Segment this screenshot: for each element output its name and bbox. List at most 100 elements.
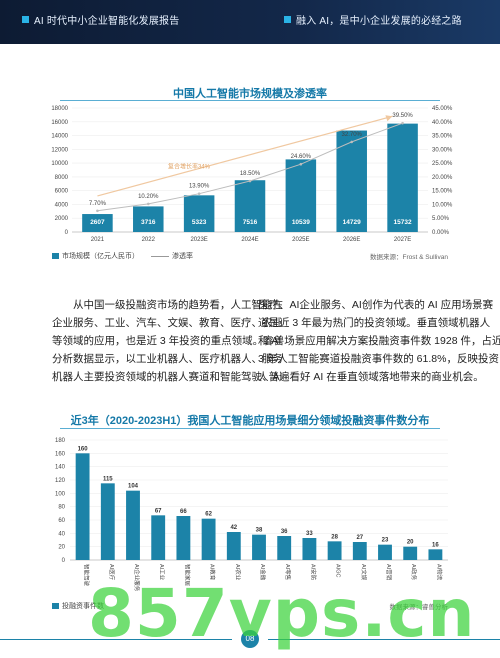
body-line: 3 年人工智能赛道投融资事件数的 61.8%，反映投资: [258, 353, 499, 365]
bar-value-label: 36: [281, 529, 288, 535]
chart1-source: 数据来源：Frost & Sullivan: [369, 254, 448, 261]
bar: [133, 206, 164, 232]
chart1-title-underline: [60, 100, 440, 101]
y2-tick-label: 5.00%: [432, 216, 450, 222]
y-tick-label: 6000: [55, 189, 69, 195]
body-line: 等领域的应用，也是近 3 年投资的重点领域。睿兽: [52, 335, 285, 347]
bar-value-label: 20: [407, 540, 414, 546]
legend-line-label: 渗透率: [171, 253, 193, 260]
penetration-label: 10.20%: [138, 194, 159, 200]
bar-value-label: 5323: [192, 219, 207, 226]
body-line: 分析数据显示，以工业机器人、医疗机器人、服务: [52, 353, 283, 365]
penetration-label: 24.60%: [291, 154, 312, 160]
legend-bar-label: 投融资事件数: [62, 603, 104, 610]
bar-value-label: 14729: [343, 219, 361, 226]
y-tick-label: 20: [58, 545, 65, 551]
bar: [277, 536, 292, 560]
bar: [336, 130, 367, 232]
penetration-label: 7.70%: [89, 201, 107, 207]
y2-tick-label: 45.00%: [432, 106, 453, 112]
market-size-chart: 0 2000 4000 6000 8000 10000 12000 14000 16000 180…: [51, 106, 453, 243]
y-tick-label: 100: [55, 491, 66, 497]
bar: [151, 515, 166, 560]
y-tick-label: 80: [58, 505, 65, 511]
x-tick-label: 2021: [91, 237, 105, 243]
bar-value-label: 38: [256, 528, 263, 534]
y2-tick-label: 40.00%: [432, 120, 453, 126]
bar-value-label: 115: [103, 476, 113, 482]
bar-value-label: 7516: [243, 219, 258, 226]
bar: [302, 538, 317, 560]
y-tick-label: 0: [62, 558, 66, 564]
bar-value-label: 160: [78, 446, 89, 452]
bar: [327, 541, 342, 560]
x-tick-label: AI农业: [234, 564, 242, 581]
body-text-left: 从中国一级投融资市场的趋势看，人工智能在 企业服务、工业、汽车、文娱、教育、医疗…: [52, 296, 285, 386]
bar: [403, 546, 418, 560]
y-tick-label: 18000: [51, 106, 68, 112]
cagr-arrow: [97, 115, 393, 197]
y-tick-label: 40: [58, 531, 65, 537]
penetration-label: 18.50%: [240, 171, 261, 177]
y2-tick-label: 35.00%: [432, 134, 453, 140]
body-text-right: 医疗、AI企业服务、AI创作为代表的 AI 应用场景赛 道是近 3 年最为热门的…: [258, 296, 500, 386]
bar-value-label: 42: [230, 525, 237, 531]
body-line: 从中国一级投融资市场的趋势看，人工智能在: [73, 299, 283, 311]
penetration-label: 32.70%: [342, 132, 363, 138]
footer-line-right: [268, 639, 500, 640]
bar: [252, 534, 266, 560]
x-tick-label: AI营销: [385, 564, 393, 581]
legend-bar-swatch: [52, 603, 59, 610]
bar-value-label: 104: [128, 484, 139, 490]
y2-tick-label: 10.00%: [432, 202, 453, 208]
y-tick-label: 12000: [51, 147, 68, 153]
x-tick-label: 智能家居: [183, 564, 191, 587]
bar: [387, 123, 418, 232]
penetration-point: [248, 179, 252, 183]
legend-bar-label: 市场规模（亿元人民币）: [62, 253, 139, 260]
penetration-point: [401, 121, 404, 125]
cagr-annotation: 复合增长率34%: [168, 163, 211, 171]
header-right-title: 融入 AI，是中小企业发展的必经之路: [296, 16, 462, 27]
x-tick-label: AI文娱: [360, 564, 368, 581]
penetration-point: [96, 209, 99, 213]
y-tick-label: 14000: [51, 134, 68, 140]
page-header: AI 时代中小企业智能化发展报告 融入 AI，是中小企业发展的必经之路: [0, 0, 500, 44]
y-tick-label: 4000: [55, 202, 69, 208]
investment-events-chart: 0 20 40 60 80 100 120 140 160 180 160 智能驾驶 115 AI医疗 10…: [55, 438, 448, 592]
x-tick-label: AI零售: [284, 564, 292, 580]
chart1-title: 中国人工智能市场规模及渗透率: [173, 88, 327, 100]
bar: [285, 159, 317, 232]
x-tick-label: AI政务: [410, 564, 418, 581]
penetration-label: 39.50%: [392, 113, 413, 119]
bar: [201, 518, 216, 560]
bar-value-label: 67: [155, 508, 162, 514]
penetration-label: 13.90%: [189, 184, 210, 190]
x-tick-label: 2025E: [292, 237, 309, 243]
x-tick-label: AI医疗: [108, 564, 116, 581]
x-tick-label: 2024E: [241, 237, 258, 243]
bar: [352, 542, 367, 560]
bar: [183, 195, 215, 232]
bar: [82, 214, 113, 232]
bar: [75, 453, 90, 560]
penetration-point: [197, 192, 201, 195]
y-tick-label: 10000: [51, 161, 68, 167]
bar-value-label: 23: [382, 538, 389, 544]
x-tick-label: AI物流: [435, 564, 443, 581]
footer-line-left: [0, 639, 232, 640]
y2-tick-label: 30.00%: [432, 147, 453, 153]
penetration-point: [146, 202, 150, 206]
y2-tick-label: 20.00%: [432, 175, 453, 181]
x-tick-label: AI工业: [158, 564, 166, 581]
bar-value-label: 28: [331, 534, 338, 540]
body-line: 人普遍看好 AI 在垂直领域落地带来的商业机会。: [258, 371, 484, 383]
header-left-title: AI 时代中小企业智能化发展报告: [34, 16, 180, 27]
header-square-icon: [22, 16, 29, 23]
body-line: 道是近 3 年最为热门的投资领域。垂直领域机器人: [258, 317, 491, 329]
bar-value-label: 62: [205, 512, 212, 518]
watermark: 857vps.cn: [88, 575, 476, 652]
bar: [378, 544, 392, 560]
bar-value-label: 33: [306, 531, 313, 537]
y-tick-label: 120: [55, 478, 66, 484]
